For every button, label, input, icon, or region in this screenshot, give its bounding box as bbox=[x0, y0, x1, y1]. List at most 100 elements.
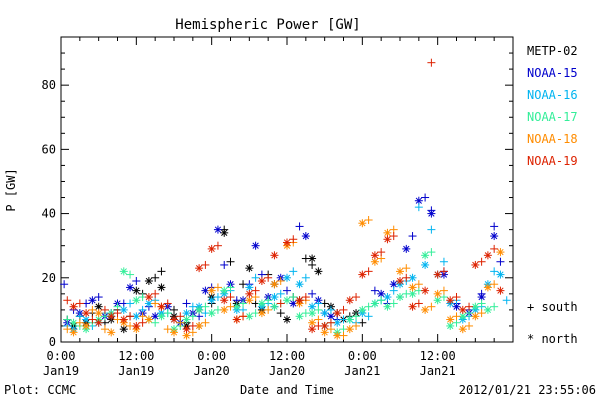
point-south bbox=[213, 241, 222, 250]
point-south bbox=[427, 58, 436, 67]
point-north bbox=[119, 325, 128, 334]
point-north bbox=[383, 293, 392, 302]
point-north bbox=[433, 296, 442, 305]
point-north bbox=[132, 286, 141, 295]
point-north bbox=[358, 270, 367, 279]
legend-entry: NOAA-17 bbox=[527, 110, 578, 124]
point-north bbox=[126, 283, 135, 292]
point-south bbox=[151, 318, 160, 327]
point-north bbox=[433, 289, 442, 298]
legend-entry: NOAA-15 bbox=[527, 66, 578, 80]
point-south bbox=[63, 315, 72, 324]
point-north bbox=[232, 315, 241, 324]
point-north bbox=[207, 244, 216, 253]
x-tick-label-date: Jan20 bbox=[194, 364, 230, 378]
point-north bbox=[433, 270, 442, 279]
y-tick-label: 0 bbox=[49, 335, 56, 349]
point-north bbox=[283, 296, 291, 305]
point-north bbox=[345, 325, 354, 334]
point-north bbox=[69, 318, 78, 327]
point-south bbox=[63, 296, 72, 305]
point-south bbox=[264, 296, 273, 305]
point-south bbox=[138, 318, 147, 327]
point-south bbox=[314, 305, 323, 314]
point-south bbox=[427, 225, 436, 234]
point-north bbox=[195, 305, 204, 314]
chart-title: Hemispheric Power [GW] bbox=[175, 17, 360, 33]
point-north bbox=[144, 315, 153, 324]
point-north bbox=[257, 299, 266, 308]
point-north bbox=[421, 260, 430, 269]
legend-entry: NOAA-19 bbox=[527, 154, 578, 168]
point-north bbox=[132, 321, 141, 330]
point-south bbox=[490, 267, 499, 276]
y-tick-label: 60 bbox=[42, 142, 56, 156]
point-south bbox=[151, 289, 160, 298]
point-south bbox=[126, 312, 135, 321]
point-south bbox=[477, 309, 486, 318]
point-south bbox=[182, 299, 191, 308]
point-south bbox=[289, 235, 298, 244]
point-south bbox=[352, 293, 361, 302]
point-south bbox=[490, 222, 499, 231]
point-south bbox=[490, 280, 499, 289]
point-south bbox=[414, 299, 423, 308]
point-south bbox=[352, 312, 361, 321]
point-south bbox=[226, 283, 235, 292]
point-north bbox=[333, 309, 342, 318]
point-south bbox=[490, 244, 499, 253]
point-north bbox=[107, 328, 116, 337]
point-south bbox=[402, 273, 411, 282]
point-north bbox=[207, 309, 216, 318]
point-north bbox=[421, 251, 430, 260]
point-north bbox=[370, 299, 379, 308]
x-axis: 0:00Jan1912:00Jan190:00Jan2012:00Jan200:… bbox=[43, 37, 514, 378]
point-north bbox=[483, 251, 492, 260]
point-north bbox=[182, 309, 191, 318]
point-south bbox=[157, 267, 166, 276]
point-north bbox=[471, 260, 480, 269]
point-north bbox=[345, 296, 354, 305]
point-south bbox=[289, 293, 298, 302]
point-south bbox=[220, 260, 229, 269]
point-south bbox=[75, 318, 84, 327]
y-axis: 0 20 40 60 80 bbox=[42, 52, 513, 349]
point-south bbox=[283, 286, 291, 295]
legend-north-marker: * north bbox=[527, 332, 578, 346]
point-south bbox=[389, 286, 398, 295]
point-south bbox=[201, 260, 210, 269]
legend: METP-02 NOAA-15 NOAA-16 NOAA-17 NOAA-18 NOAA-… bbox=[527, 44, 578, 168]
point-north bbox=[402, 244, 411, 253]
x-tick-label-date: Jan20 bbox=[269, 364, 305, 378]
point-south bbox=[163, 309, 172, 318]
point-south bbox=[226, 302, 235, 311]
point-north bbox=[245, 289, 254, 298]
point-south bbox=[126, 270, 135, 279]
point-south bbox=[100, 305, 109, 314]
point-north bbox=[396, 277, 404, 285]
point-north bbox=[295, 296, 304, 305]
point-north bbox=[383, 235, 392, 244]
point-south bbox=[163, 325, 172, 334]
point-north bbox=[421, 305, 430, 314]
point-south bbox=[201, 318, 210, 327]
point-south bbox=[94, 293, 103, 302]
point-south bbox=[308, 289, 317, 298]
point-north bbox=[283, 238, 291, 247]
point-north bbox=[132, 296, 141, 305]
point-north bbox=[377, 289, 386, 298]
x-tick-label-date: Jan19 bbox=[43, 364, 79, 378]
point-north bbox=[170, 328, 178, 337]
point-north bbox=[496, 286, 505, 295]
point-north bbox=[144, 277, 153, 285]
point-north bbox=[458, 325, 467, 334]
point-north bbox=[220, 296, 229, 305]
footer-left: Plot: CCMC bbox=[4, 383, 76, 397]
point-south bbox=[421, 193, 430, 202]
legend-entry: NOAA-16 bbox=[527, 88, 578, 102]
point-south bbox=[226, 257, 235, 266]
point-south bbox=[264, 273, 273, 282]
point-south bbox=[465, 302, 474, 311]
point-south bbox=[226, 293, 235, 302]
